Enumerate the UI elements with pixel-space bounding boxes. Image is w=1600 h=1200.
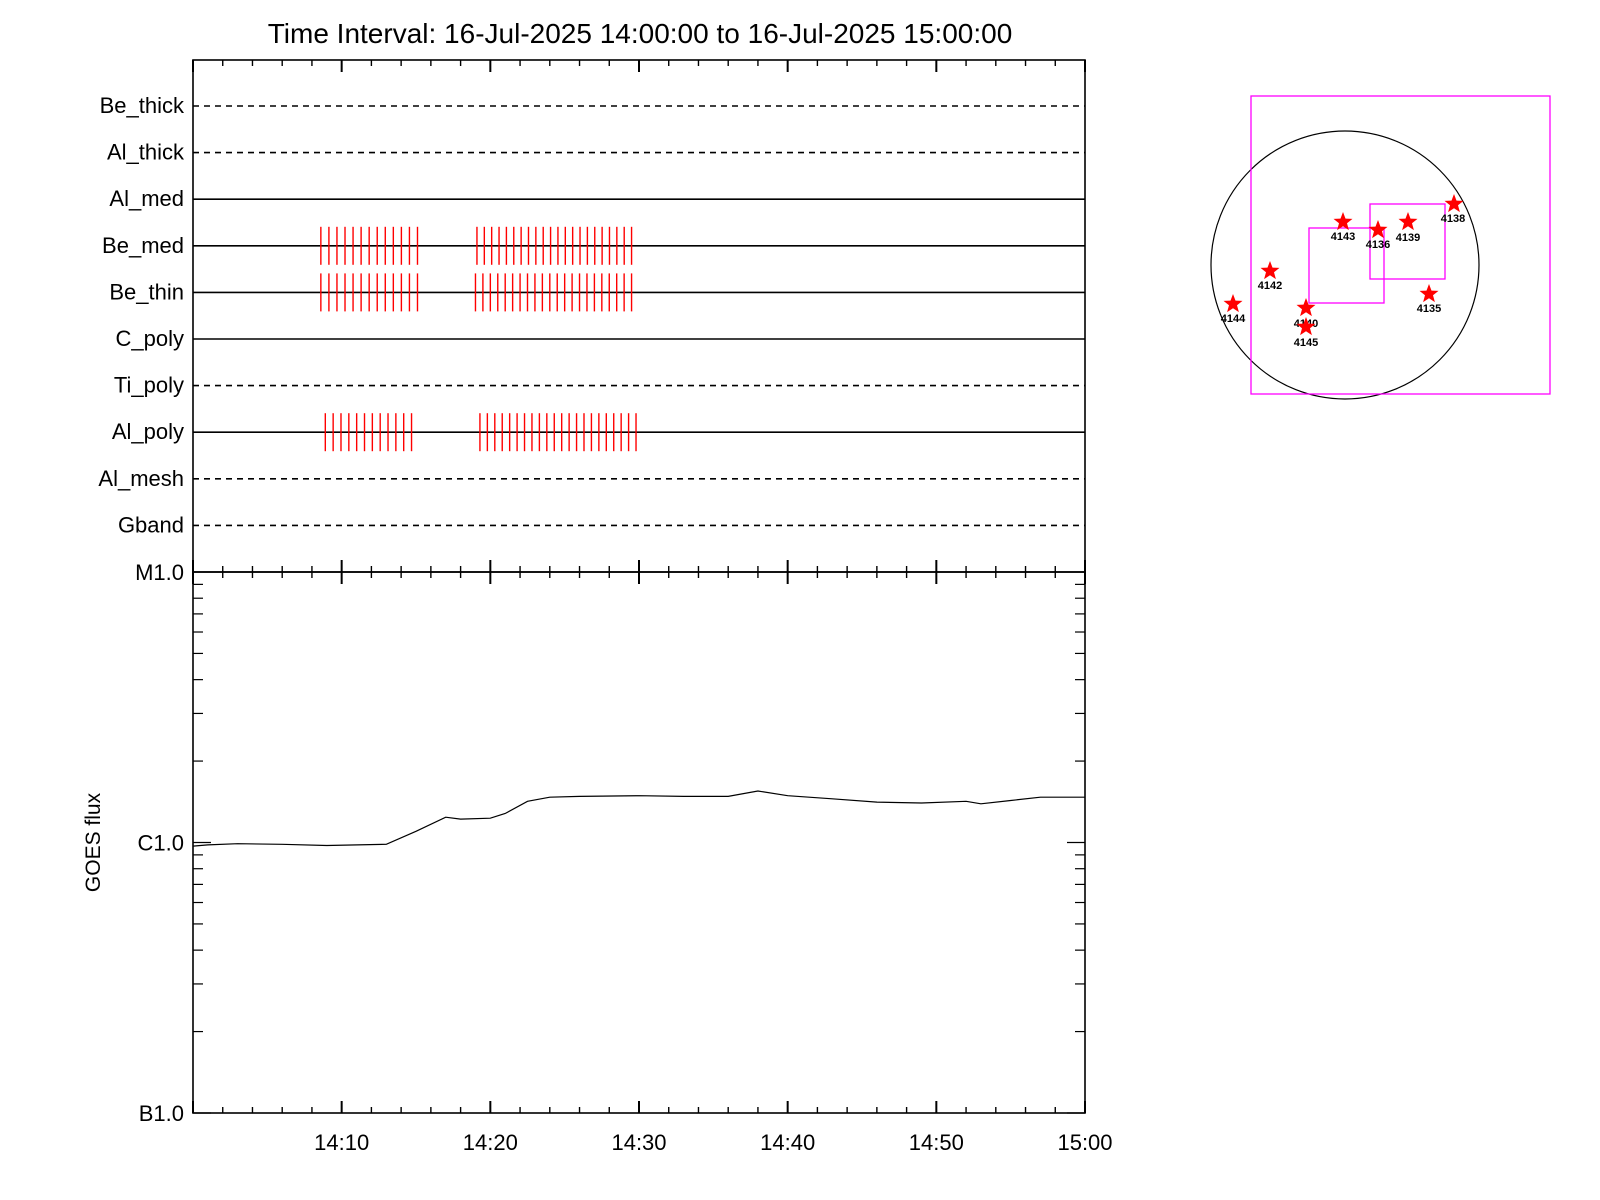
active-region-star	[1296, 298, 1316, 317]
active-region-star	[1419, 284, 1439, 303]
channel-label: Ti_poly	[114, 373, 184, 398]
goes-x-tick-label: 14:50	[909, 1130, 964, 1155]
channel-label: C_poly	[116, 326, 184, 351]
active-region-star	[1368, 220, 1388, 239]
goes-x-tick-label: 15:00	[1057, 1130, 1112, 1155]
active-region-label: 4144	[1221, 313, 1246, 325]
active-region-label: 4138	[1441, 213, 1465, 225]
solar-disk-panel: 413841434136413941424144414041454135	[1210, 95, 1551, 400]
active-region-label: 4143	[1331, 231, 1355, 243]
goes-y-tick-label: B1.0	[139, 1101, 184, 1126]
goes-y-tick-label: M1.0	[135, 560, 184, 585]
goes-x-tick-label: 14:10	[314, 1130, 369, 1155]
active-region-star	[1223, 294, 1243, 313]
goes-y-tick-label: C1.0	[138, 831, 184, 856]
active-region-label: 4135	[1417, 303, 1441, 315]
active-region-star	[1296, 317, 1316, 336]
channel-label: Al_thick	[107, 140, 185, 165]
goes-frame	[192, 571, 1086, 1114]
channel-label: Al_mesh	[98, 466, 184, 491]
active-region-label: 4139	[1396, 232, 1420, 244]
goes-x-tick-label: 14:30	[611, 1130, 666, 1155]
goes-y-axis-label: GOES flux	[82, 792, 105, 892]
solar-disk	[1210, 130, 1480, 400]
channel-label: Al_med	[109, 186, 184, 211]
timeline-frame	[192, 59, 1086, 573]
goes-x-tick-label: 14:20	[463, 1130, 518, 1155]
channel-label: Gband	[118, 512, 184, 537]
active-region-label: 4142	[1258, 280, 1282, 292]
active-region-label: 4145	[1294, 337, 1318, 349]
goes-x-tick-label: 14:40	[760, 1130, 815, 1155]
active-region-star	[1398, 212, 1418, 231]
timeline-panel: Be_thick Al_thick Al_med Be_med Be_thin C_pol…	[98, 59, 1086, 573]
active-region-label: 4136	[1366, 239, 1390, 251]
field-of-view-box	[1369, 203, 1446, 280]
channel-label: Be_med	[102, 233, 184, 258]
channel-label: Al_poly	[112, 419, 184, 444]
channel-label: Be_thin	[109, 279, 184, 304]
active-region-star	[1333, 212, 1353, 231]
active-region-star	[1260, 261, 1280, 280]
field-of-view-box	[1250, 95, 1551, 395]
channel-label: Be_thick	[100, 93, 185, 118]
chart-title: Time Interval: 16-Jul-2025 14:00:00 to 1…	[268, 18, 1013, 49]
goes-flux-line	[192, 790, 1085, 847]
goes-panel: 14:10 14:20 14:30 14:40 14:50 15:00 B1.0 C1.0 M1…	[82, 560, 1113, 1155]
active-region-star	[1444, 194, 1464, 213]
